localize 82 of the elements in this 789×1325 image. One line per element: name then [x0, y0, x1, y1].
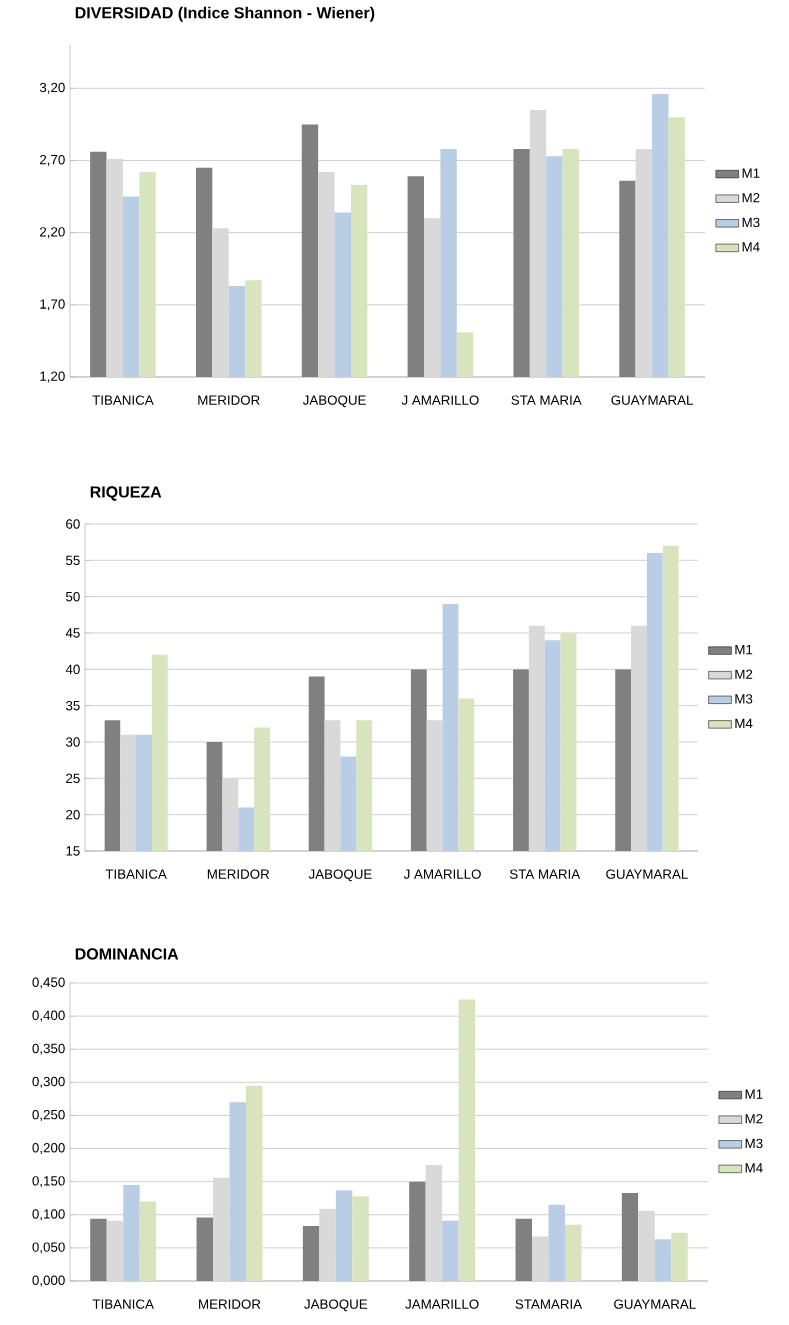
bar	[442, 1220, 459, 1281]
y-tick-label: 2,20	[40, 227, 65, 239]
bar	[229, 1102, 246, 1281]
y-tick-label: 30	[65, 737, 80, 747]
y-tick-label: 0,400	[32, 1010, 65, 1022]
legend-label: M3	[735, 694, 753, 704]
bar	[90, 1218, 107, 1281]
y-tick-label: 50	[66, 591, 80, 602]
x-tick-label: TIBANICA	[92, 1299, 154, 1309]
legend-label: M3	[745, 1138, 763, 1149]
legend-label: M3	[742, 217, 760, 228]
chart-title: DOMINANCIA	[75, 948, 179, 960]
y-tick-label: 1,20	[40, 371, 65, 383]
bar	[302, 1226, 320, 1281]
bar	[139, 1201, 157, 1281]
bar	[213, 1177, 230, 1281]
x-tick-label: MERIDOR	[207, 869, 270, 879]
bar	[196, 1217, 214, 1281]
x-tick-label: STA MARIA	[511, 395, 582, 405]
legend-label: M4	[742, 242, 760, 252]
bar	[123, 1184, 140, 1281]
chart-title: DIVERSIDAD (Indice Shannon - Wiener)	[75, 6, 375, 22]
bar	[319, 1208, 336, 1281]
y-tick-label: 20	[66, 809, 80, 820]
y-tick-label: 1,70	[40, 299, 65, 311]
y-tick-label: 15	[66, 846, 80, 856]
chart-title: RIQUEZA	[90, 486, 162, 501]
bar	[425, 1165, 443, 1281]
y-tick-label: 0,200	[32, 1143, 65, 1155]
bar	[458, 999, 476, 1281]
y-tick-label: 55	[66, 555, 80, 565]
bar	[515, 1218, 532, 1281]
bar	[106, 1220, 124, 1281]
bar	[352, 1196, 369, 1281]
x-tick-label: MERIDOR	[198, 395, 260, 405]
x-tick-label: GUAYMARAL	[614, 1299, 696, 1309]
y-tick-label: 0,250	[32, 1109, 65, 1121]
bar	[548, 1204, 565, 1281]
legend-label: M1	[735, 645, 753, 655]
bar	[654, 1239, 672, 1281]
x-tick-label: TIBANICA	[92, 395, 154, 405]
bar	[335, 1190, 353, 1281]
x-tick-label: TIBANICA	[105, 869, 167, 879]
y-tick-label: 3,20	[39, 82, 65, 94]
y-tick-label: 45	[65, 628, 80, 638]
bar	[532, 1236, 549, 1281]
y-tick-label: 2,70	[40, 154, 65, 166]
bar	[621, 1192, 639, 1281]
x-tick-label: JABOQUE	[302, 395, 366, 408]
y-tick-label: 0,150	[32, 1176, 65, 1188]
bar	[245, 1085, 263, 1281]
x-tick-label: JABOQUE	[304, 1299, 368, 1312]
y-tick-label: 40	[65, 664, 80, 675]
y-tick-label: 0,050	[32, 1242, 65, 1254]
x-tick-label: J AMARILLO	[403, 869, 481, 879]
legend-label: M1	[745, 1089, 763, 1099]
legend-label: M2	[745, 1114, 763, 1124]
x-tick-label: GUAYMARAL	[606, 869, 688, 879]
y-tick-label: 0,350	[32, 1043, 65, 1055]
bar	[671, 1232, 688, 1281]
x-tick-label: JAMARILLO	[405, 1299, 479, 1309]
y-tick-label: 60	[66, 519, 80, 529]
bar	[638, 1210, 655, 1281]
y-tick-label: 0,000	[32, 1275, 65, 1287]
y-tick-label: 0,100	[32, 1209, 65, 1221]
legend-label: M2	[735, 669, 753, 679]
x-tick-label: JABOQUE	[308, 869, 372, 882]
bar	[564, 1224, 582, 1281]
y-tick-label: 0,300	[32, 1076, 65, 1088]
x-tick-label: STAMARIA	[515, 1299, 583, 1309]
x-tick-label: J AMARILLO	[401, 395, 479, 405]
y-tick-label: 0,450	[32, 977, 65, 989]
x-tick-label: GUAYMARAL	[611, 395, 694, 405]
y-tick-label: 35	[65, 700, 80, 711]
y-tick-label: 25	[66, 773, 80, 784]
legend-label: M2	[742, 193, 760, 203]
x-tick-label: STA MARIA	[509, 869, 581, 879]
legend-label: M4	[745, 1163, 763, 1173]
legend-label: M4	[735, 718, 753, 728]
legend-label: M1	[742, 168, 760, 178]
x-tick-label: MERIDOR	[199, 1299, 261, 1309]
bar	[409, 1181, 426, 1281]
